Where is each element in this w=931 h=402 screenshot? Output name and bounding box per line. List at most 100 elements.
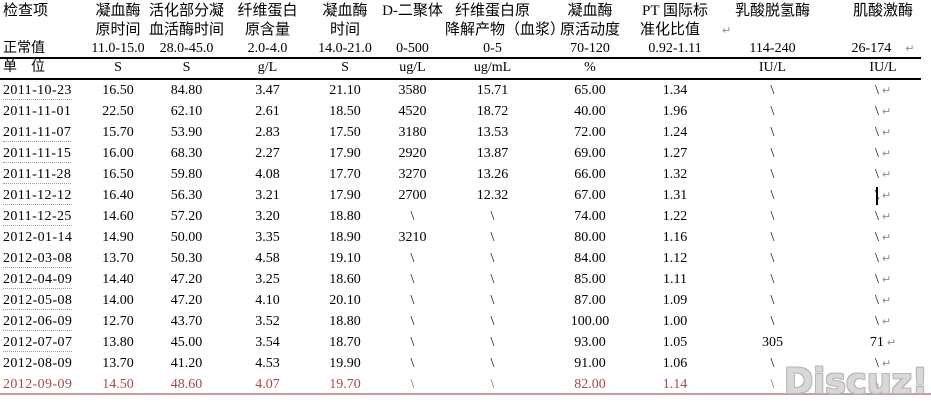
value-text: \: [770, 104, 775, 119]
table-row: 2012-09-09 14.50 48.60 4.07 19.70 \ \ 82.00 1.14…: [0, 374, 931, 395]
header-row-line2: 原时间 血活酶时间 原含量 时间 降解产物（血浆） 原活动度 准化比值 ↵: [0, 21, 931, 41]
unit-value: S: [114, 60, 122, 75]
column-header-line2: 血活酶时间: [148, 21, 225, 41]
value-cell: \: [445, 248, 540, 269]
value-text: \: [410, 293, 415, 308]
value-text: 93.00: [574, 335, 606, 350]
value-cell: 3.47: [225, 80, 310, 101]
date-cell: 2012-07-07: [0, 332, 88, 353]
date-cell: 2011-11-15: [0, 143, 88, 164]
date-text: 2011-12-12: [3, 188, 72, 205]
value-text: 1.09: [662, 293, 688, 308]
value-cell: 82.00: [540, 374, 640, 395]
table-row: 2011-11-01 22.50 62.10 2.61 18.50 4520 18.72 40…: [0, 101, 931, 122]
value-cell: 19.70: [310, 374, 380, 395]
value-cell: 56.30: [148, 185, 225, 206]
value-cell: 18.80: [310, 311, 380, 332]
column-header-line2-text: 血活酶时间: [148, 22, 224, 38]
value-text: 2.83: [255, 125, 280, 140]
value-text: \: [770, 83, 775, 98]
date-text: 2012-08-09: [3, 356, 73, 371]
date-cell: 2011-10-23: [0, 80, 88, 101]
column-header-line2: 时间: [310, 21, 380, 41]
column-header-line2: 原含量: [225, 21, 310, 41]
value-cell: 48.60: [148, 374, 225, 395]
value-cell: 12.70: [88, 311, 148, 332]
date-cell: 2012-08-09: [0, 353, 88, 374]
value-text: \: [874, 356, 879, 371]
normal-range-value-text: 14.0-21.0: [318, 41, 372, 56]
value-text: 2920: [398, 146, 427, 161]
value-text: 19.90: [329, 356, 361, 371]
value-cell: \: [710, 143, 835, 164]
value-cell: 19.10: [310, 248, 380, 269]
date-cell: 2011-11-01: [0, 101, 88, 122]
value-text: 19.70: [329, 377, 361, 392]
value-text: 1.05: [662, 335, 688, 350]
pilcrow-mark-icon: ↵: [881, 189, 892, 202]
value-cell: 45.00: [148, 332, 225, 353]
value-cell: \: [710, 101, 835, 122]
value-text: \: [410, 251, 415, 266]
value-cell: 19.90: [310, 353, 380, 374]
date-text: 2012-06-09: [3, 314, 73, 331]
value-text: \: [490, 251, 495, 266]
pilcrow-mark-icon: ↵: [905, 42, 915, 55]
value-text: 16.00: [102, 146, 134, 161]
normal-range-value: 26-174 ↵: [835, 41, 931, 59]
value-text: 87.00: [574, 293, 606, 308]
value-text: \: [874, 125, 879, 140]
value-cell: 1.27: [640, 143, 710, 164]
value-cell: 18.70: [310, 332, 380, 353]
value-text: 2700: [398, 188, 427, 203]
value-cell: \: [710, 353, 835, 374]
value-cell: 3.35: [225, 227, 310, 248]
column-header-line2: 原活动度: [540, 21, 640, 41]
value-cell: 16.50: [88, 164, 148, 185]
value-text: 17.90: [329, 146, 361, 161]
value-text: \: [490, 314, 495, 329]
value-text: \: [874, 167, 879, 182]
value-text: 14.90: [102, 230, 134, 245]
date-text: 2011-11-01: [3, 104, 72, 119]
value-text: \: [490, 293, 495, 308]
value-text: \: [770, 188, 775, 203]
value-cell: 18.50: [310, 101, 380, 122]
value-text: 17.90: [329, 188, 361, 203]
value-cell: 16.00: [88, 143, 148, 164]
column-header-line2: 准化比值 ↵: [640, 21, 731, 41]
value-text: 19.10: [329, 251, 361, 266]
column-header-line2-text: 原活动度: [559, 22, 620, 38]
value-text: 53.90: [170, 125, 203, 140]
value-cell: \: [710, 374, 835, 395]
value-text: \: [770, 314, 775, 329]
date-text: 2011-11-15: [3, 146, 72, 163]
value-text: \: [874, 251, 879, 266]
unit-row-label: 单 位: [3, 60, 45, 75]
unit-value: S: [341, 60, 349, 75]
value-cell: \↵: [835, 248, 931, 269]
value-text: 17.70: [329, 167, 361, 182]
value-text: 16.50: [102, 167, 134, 182]
pilcrow-mark-icon: ↵: [881, 357, 892, 370]
value-cell: 4.53: [225, 353, 310, 374]
value-text: 13.53: [476, 125, 509, 140]
value-text: 13.70: [102, 356, 134, 371]
value-text: 13.26: [476, 167, 509, 182]
value-text: 18.90: [329, 230, 361, 245]
column-header-line1: 肌酸激酶: [852, 3, 913, 19]
value-cell: 1.05: [640, 332, 710, 353]
value-cell: \: [710, 80, 835, 101]
normal-range-value-text: 26-174: [851, 41, 892, 56]
value-text: 1.27: [662, 146, 688, 161]
value-cell: 21.10: [310, 80, 380, 101]
value-cell: 4.10: [225, 290, 310, 311]
value-cell: \: [445, 206, 540, 227]
value-cell: \: [710, 185, 835, 206]
value-cell: 14.60: [88, 206, 148, 227]
value-cell: 1.00: [640, 311, 710, 332]
value-cell: \: [445, 290, 540, 311]
value-cell: 47.20: [148, 269, 225, 290]
date-text: 2012-05-08: [3, 293, 73, 310]
